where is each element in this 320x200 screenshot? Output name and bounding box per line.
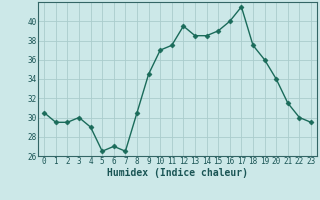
X-axis label: Humidex (Indice chaleur): Humidex (Indice chaleur) [107, 168, 248, 178]
